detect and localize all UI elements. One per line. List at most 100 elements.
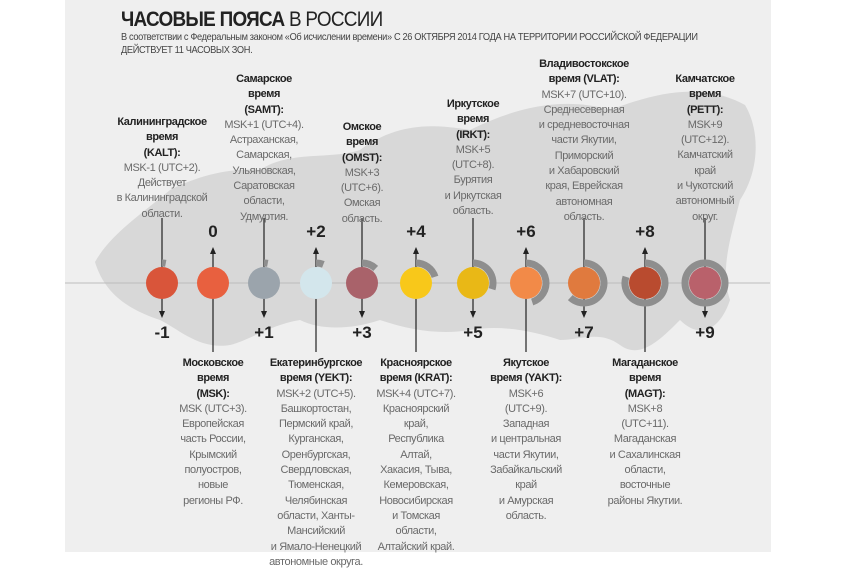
zone-body-line: области, Ханты- xyxy=(277,509,355,522)
timezone-circle xyxy=(197,267,229,299)
zone-description: Красноярское время (KRAT): MSK+4 (UTC+7). К… xyxy=(351,356,481,555)
offset-arc xyxy=(315,259,325,268)
zone-body-line: Хакасия, Тыва, xyxy=(380,464,452,477)
timezone-circle xyxy=(248,267,280,299)
zone-body-line: полуостров, xyxy=(184,464,242,477)
offset-label: +5 xyxy=(463,323,482,342)
arrow-up-icon xyxy=(313,247,319,254)
zone-body-line: и Ямало-Ненецкий xyxy=(270,540,362,553)
zone-title-line: Якутское xyxy=(502,357,550,369)
zone-body-line: Забайкальский xyxy=(490,464,562,477)
zone-title-line: (IRKT): xyxy=(456,128,490,141)
zone-body-line: и Чукотский xyxy=(677,180,733,193)
offset-label: +9 xyxy=(695,323,714,342)
zone-title-line: (OMST): xyxy=(342,151,382,164)
zone-title-line: время xyxy=(345,136,378,149)
zone-title-line: время (YAKT): xyxy=(490,372,562,385)
zone-description: Магаданское время (MAGT): MSK+8 (UTC+11). Маг… xyxy=(580,356,710,509)
zone-description: Омское время (OMST): MSK+3 (UTC+6). Омская обл… xyxy=(297,120,427,227)
zone-body-line: MSK (UTC+3). xyxy=(179,402,247,415)
timezone-circle xyxy=(146,267,178,299)
zone-body-line: восточные xyxy=(619,479,671,492)
timezone-circle xyxy=(629,267,661,299)
zone-body-line: Свердловская, xyxy=(280,464,352,477)
zone-description: Екатеринбургское время (YEKT): MSK+2 (UTC+… xyxy=(251,356,381,570)
zone-description: Владивостокское время (VLAT): MSK+7 (UTC+1… xyxy=(519,57,649,225)
zone-body-line: Оренбургская, xyxy=(281,448,351,461)
zone-description: Калининградское время (KALT): MSK-1 (UTC+2)… xyxy=(97,115,227,222)
zone-body-line: области, xyxy=(243,195,285,208)
offset-arc xyxy=(681,259,729,307)
zone-body-line: Мансийский xyxy=(287,525,345,538)
zone-title-line: время xyxy=(456,113,489,126)
zone-body-line: Алтай, xyxy=(400,448,432,461)
zone-body-line: Бурятия xyxy=(453,174,493,187)
zone-body-line: MSK+6 xyxy=(508,387,544,400)
offset-label: +7 xyxy=(574,323,593,342)
zone-body-line: часть России, xyxy=(180,433,246,446)
offset-arc xyxy=(361,259,379,272)
zone-title-line: Красноярское xyxy=(380,357,452,369)
timezone-circle xyxy=(346,267,378,299)
zone-title-line: Екатеринбургское xyxy=(269,357,363,369)
zone-description: Камчатское время (PETT): MSK+9 (UTC+12). Камч… xyxy=(640,72,770,225)
offset-label: +3 xyxy=(352,323,371,342)
zone-description: Самарское время (SAMT): MSK+1 (UTC+4). Астра… xyxy=(199,72,329,225)
zone-body-line: область. xyxy=(341,212,383,225)
zone-body-line: Магаданская xyxy=(613,433,677,446)
zone-title-line: (MSK): xyxy=(196,387,230,400)
zone-body-line: край xyxy=(515,479,537,492)
zone-body-line: Самарская, xyxy=(236,149,292,162)
offset-label: +1 xyxy=(254,323,273,342)
arrow-down-icon xyxy=(159,311,165,318)
zone-body-line: и Амурская xyxy=(498,494,554,507)
zone-body-line: Крымский xyxy=(189,448,237,461)
offset-label: -1 xyxy=(154,323,169,342)
zone-body-line: MSK+1 (UTC+4). xyxy=(224,118,304,131)
offset-label: +2 xyxy=(306,222,325,241)
zone-title-line: Магаданское xyxy=(612,357,678,369)
arrow-down-icon xyxy=(470,311,476,318)
zone-body-line: MSK+2 (UTC+5). xyxy=(276,387,356,400)
timezone-circle xyxy=(300,267,332,299)
arrow-up-icon xyxy=(523,247,529,254)
zone-body-line: и Иркутская xyxy=(444,189,502,202)
zone-body-line: Алтайский край. xyxy=(377,540,455,553)
zone-body-line: Удмуртия. xyxy=(239,210,289,223)
zone-title-line: (SAMT): xyxy=(244,103,284,116)
zone-title-line: время xyxy=(688,88,721,101)
zone-body-line: область. xyxy=(563,210,605,223)
offset-arc xyxy=(525,259,550,306)
zone-body-line: MSK+3 xyxy=(344,166,380,179)
zone-body-line: MSK+9 xyxy=(687,118,723,131)
zone-body-line: MSK+7 (UTC+10). xyxy=(541,88,627,101)
zone-body-line: и центральная xyxy=(491,433,561,446)
zone-title-line: Самарское xyxy=(236,73,292,85)
title-bold: ЧАСОВЫЕ ПОЯСА xyxy=(121,8,285,31)
zone-body-line: области. xyxy=(141,207,183,220)
zone-title-line: Московское xyxy=(182,357,244,369)
zone-body-line: в Калининградской xyxy=(116,192,208,205)
zone-body-line: Европейская xyxy=(182,418,244,431)
zone-title-line: Иркутское xyxy=(446,98,500,110)
zone-body-line: Кемеровская, xyxy=(383,479,449,492)
zone-body-line: автономный xyxy=(675,195,735,208)
offset-label: 0 xyxy=(208,222,217,241)
zone-body-line: Камчатский xyxy=(677,149,733,162)
zone-body-line: (UTC+11). xyxy=(621,418,669,431)
zone-body-line: край, xyxy=(403,418,429,431)
arrow-up-icon xyxy=(210,247,216,254)
zone-body-line: Новосибирская xyxy=(379,494,453,507)
page-title: ЧАСОВЫЕ ПОЯСА В РОССИИ xyxy=(121,8,383,32)
offset-arc xyxy=(621,259,669,307)
zone-body-line: Пермский край, xyxy=(278,418,353,431)
offset-arc xyxy=(472,259,497,291)
timezone-circle xyxy=(510,267,542,299)
zone-body-line: (UTC+12). xyxy=(680,134,730,147)
zone-body-line: край xyxy=(694,164,716,177)
zone-body-line: округ. xyxy=(692,210,718,223)
zone-title-line: время xyxy=(196,372,229,385)
zone-title-line: (MAGT): xyxy=(624,387,666,400)
zone-body-line: MSK-1 (UTC+2). xyxy=(123,161,201,174)
